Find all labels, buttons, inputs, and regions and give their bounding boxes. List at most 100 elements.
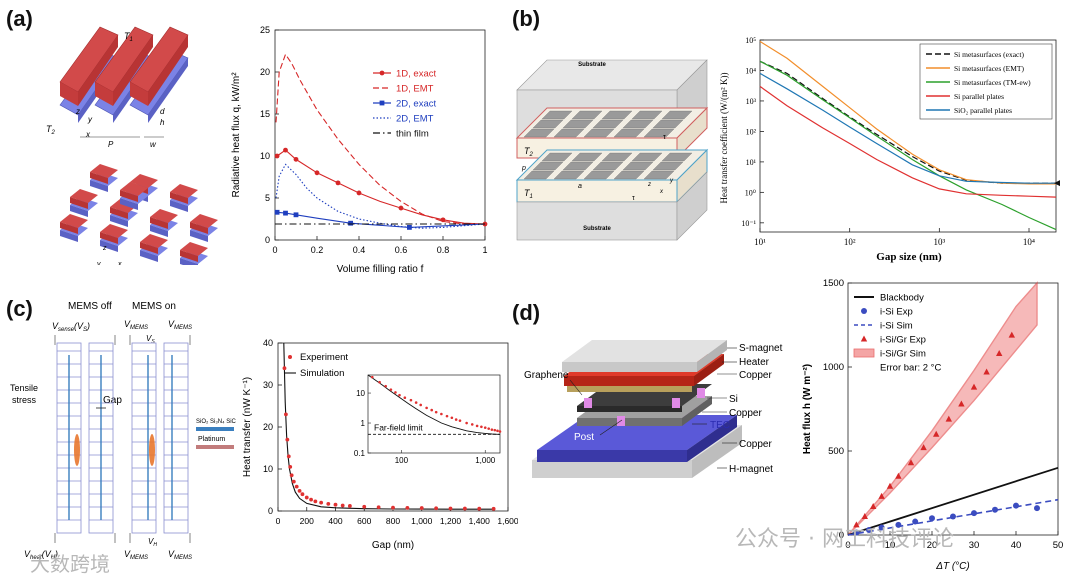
marker-point-a [314,170,320,176]
metasurface-tile [523,128,555,138]
x-tick-label-a: 0.6 [395,245,408,255]
isi-exp-point-d [1013,502,1019,509]
isigr-exp-point-d [996,350,1003,357]
vh-label: VH [148,537,157,548]
mems-off-label: MEMS off [68,301,112,312]
x-tick-label-a: 0.4 [353,245,366,255]
x-tick-label-c: 1,600 [497,516,518,526]
substrate-bottom-label: Substrate [583,226,611,232]
series-line-b [759,85,1057,198]
inset-experiment-point-c [490,428,494,431]
patch-blue-side [60,230,78,242]
experiment-point-c [491,506,496,511]
far-field-label-c: Far-field limit [374,422,423,432]
experiment-point-c [347,504,352,508]
y-tick-label-b: 10⁵ [745,36,756,45]
isigr-exp-point-d [1008,331,1015,338]
inset-experiment-point-c [445,414,449,418]
panel-label-c: (c) [6,296,33,321]
inset-experiment-point-c [430,408,434,412]
series-line-b [759,40,1056,185]
y-tick-label-b: 10⁻¹ [741,219,756,228]
metasurface-tile [592,119,624,129]
patch-red-side [70,197,88,209]
patch-red-side [60,222,78,234]
metasurface-tile [583,128,615,138]
legend-label-b: Si metasurfaces (TM-ew) [954,78,1031,87]
copper1-label: Copper [739,370,772,381]
y-tick-label-a: 25 [260,25,270,35]
chart-c: 0 200 400 600 800 1,000 1,200 1,400 1,600 0 10 20 30… [242,338,518,551]
x-axis-label-b: Gap size (nm) [876,251,942,263]
x-axis-label-a: Volume filling ratio f [337,264,424,275]
patch-red-side [100,232,118,244]
x-tick-label-c: 0 [276,516,281,526]
isi-exp-point-d [853,529,860,536]
metasurface-tile [562,161,594,171]
isi-exp-point-d [950,513,956,520]
patch-red [150,209,178,223]
patch-red-side [140,242,158,254]
marker-point-a [274,153,280,159]
isi-exp-point-d [992,506,998,513]
patch-blue-side [190,230,208,242]
limit-arrow-b [1054,180,1060,187]
metasurface-tile [541,152,573,162]
legend-label-a: 1D, EMT [396,84,434,95]
label-T1: T1 [524,188,533,200]
label-P: P [108,140,114,149]
vmems-label-4: VMEMS [168,549,192,561]
y-tick-label-b: 10³ [746,97,757,106]
isi-exp-point-d [866,526,872,533]
x-tick-label-d: 10 [885,540,896,551]
schematic-mems: MEMS off MEMS on Vsense(VS) VMEMS VMEMS … [10,301,237,561]
experiment-point-c [340,503,345,508]
schematic-metasurface: Substrate T2 τ d p a T1 τ x y z Substrat… [515,59,709,241]
metasurface-tile [652,119,684,129]
inset-experiment-point-c [409,398,413,402]
band-gr-sim-d [847,281,1038,536]
x-tick-label-d: 50 [1053,540,1064,551]
platinum-legend: Platinum [198,436,225,443]
tensile-label: Tensile [10,383,38,393]
marker-point-a [283,210,288,216]
x-tick-label-a: 0.8 [437,245,450,255]
patch-blue-side [110,215,128,227]
experiment-point-c [282,366,287,371]
isi-exp-point-d [912,518,919,525]
mems-frame [131,342,157,534]
panel-label-d: (d) [512,300,541,325]
patch-red-side [170,192,188,204]
metasurface-tile [592,161,624,171]
experiment-point-c [419,506,424,510]
y-tick-label-a: 10 [260,151,270,161]
label-t1: T1 [124,31,133,43]
metasurface-tile [661,152,693,162]
experiment-point-c [391,505,395,510]
metasurface-tile [652,161,684,171]
metasurface-tile [643,170,675,180]
experiment-point-c [319,500,324,505]
inset-experiment-point-c [465,421,468,425]
grating-1d [59,26,189,123]
label-T2: T2 [524,146,534,158]
isi-exp-point-d [878,524,885,531]
patch-red-side [150,217,168,229]
legend-b: Si metasurfaces (exact) Si metasurfaces (… [919,43,1053,120]
mems-frame [163,342,189,534]
isi-exp-point-d [971,510,977,517]
isigr-exp-point-d [907,459,915,466]
watermark-left: 大数跨境 [30,552,110,576]
vmems-label-3: VMEMS [124,549,148,561]
marker-point-a [348,220,353,226]
y-axis-label-c: Heat transfer (nW K⁻¹) [242,377,253,477]
metasurface-tile [553,128,585,138]
label-w: w [150,140,157,149]
experiment-point-c [294,484,299,489]
grating-2d [60,164,218,265]
legend-label-b: Si metasurfaces (EMT) [954,64,1024,73]
label-y2: y [96,261,101,265]
label-tau-bottom: τ [632,195,635,202]
y-tick-label-d: 0 [839,530,844,541]
graphene-label: Graphene [524,370,569,381]
